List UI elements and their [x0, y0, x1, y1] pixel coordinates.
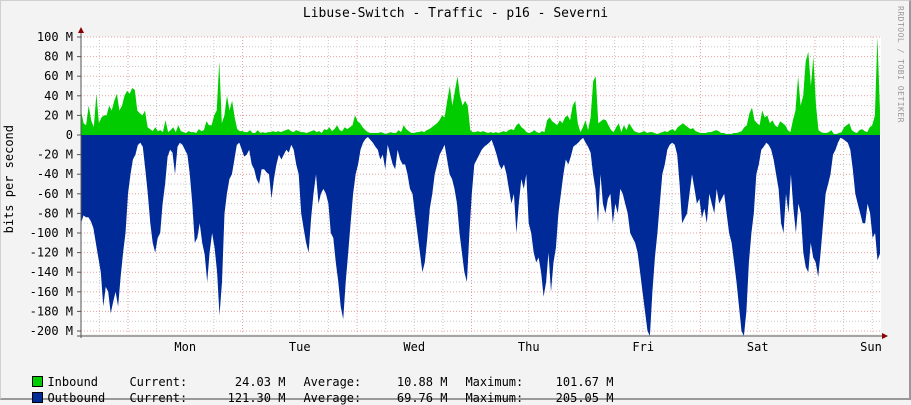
y-tick-label: -100 M — [30, 226, 73, 240]
y-tick-label: -40 M — [37, 167, 73, 181]
legend-maximum-value: 101.67 M — [555, 375, 614, 389]
legend-current-label: Current: — [129, 391, 188, 405]
y-tick-label: -160 M — [30, 285, 73, 299]
y-tick-label: -80 M — [37, 206, 73, 220]
legend-row-inbound: Inbound Current: 24.03 M Average: 10.88 M Max… — [18, 361, 613, 389]
x-axis-ticks: Mon Tue Wed Thu Fri Sat Sun — [174, 340, 881, 354]
legend-series-name: Outbound — [47, 391, 106, 405]
legend-current-value: 121.30 M — [227, 391, 286, 405]
legend-maximum-value: 205.05 M — [555, 391, 614, 405]
x-tick-label: Fri — [632, 340, 654, 354]
x-tick-label: Tue — [289, 340, 311, 354]
x-tick-label: Wed — [403, 340, 425, 354]
y-tick-label: -200 M — [30, 324, 73, 338]
outbound-area — [81, 135, 880, 336]
y-axis-ticks: 100 M 80 M 60 M 40 M 20 M 0 -20 M -40 M -60 M -80… — [30, 30, 81, 338]
y-tick-label: 20 M — [44, 108, 73, 122]
legend-average-label: Average: — [303, 375, 362, 389]
y-tick-label: 80 M — [44, 50, 73, 64]
y-tick-label: 100 M — [37, 30, 73, 44]
legend-current-value: 24.03 M — [234, 375, 286, 389]
x-axis-arrow-icon — [882, 333, 888, 339]
x-tick-label: Thu — [518, 340, 540, 354]
x-tick-label: Mon — [174, 340, 196, 354]
y-tick-label: -140 M — [30, 265, 73, 279]
rrdtool-watermark: RRDTOOL / TOBI OETIKER — [896, 6, 905, 123]
x-tick-label: Sun — [860, 340, 882, 354]
inbound-swatch-icon — [32, 376, 44, 387]
legend-average-label: Average: — [303, 391, 362, 405]
y-tick-label: -180 M — [30, 304, 73, 318]
y-axis-arrow-icon — [78, 27, 84, 33]
legend-average-value: 69.76 M — [396, 391, 448, 405]
y-tick-label: -60 M — [37, 187, 73, 201]
y-tick-label: 0 — [66, 128, 73, 142]
legend-average-value: 10.88 M — [396, 375, 448, 389]
outbound-swatch-icon — [32, 392, 44, 403]
grid-minor — [81, 37, 880, 334]
inbound-area — [81, 37, 880, 135]
legend-maximum-label: Maximum: — [465, 391, 524, 405]
y-tick-label: 40 M — [44, 89, 73, 103]
legend-series-name: Inbound — [47, 375, 99, 389]
legend-row-outbound: Outbound Current: 121.30 M Average: 69.76 M M… — [18, 377, 613, 405]
chart-title: Libuse-Switch - Traffic - p16 - Severni — [302, 6, 609, 21]
legend-current-label: Current: — [129, 375, 188, 389]
legend-maximum-label: Maximum: — [465, 375, 524, 389]
series-layer — [81, 37, 880, 336]
y-tick-label: 60 M — [44, 69, 73, 83]
y-tick-label: -20 M — [37, 148, 73, 162]
y-tick-label: -120 M — [30, 246, 73, 260]
x-tick-label: Sat — [747, 340, 769, 354]
